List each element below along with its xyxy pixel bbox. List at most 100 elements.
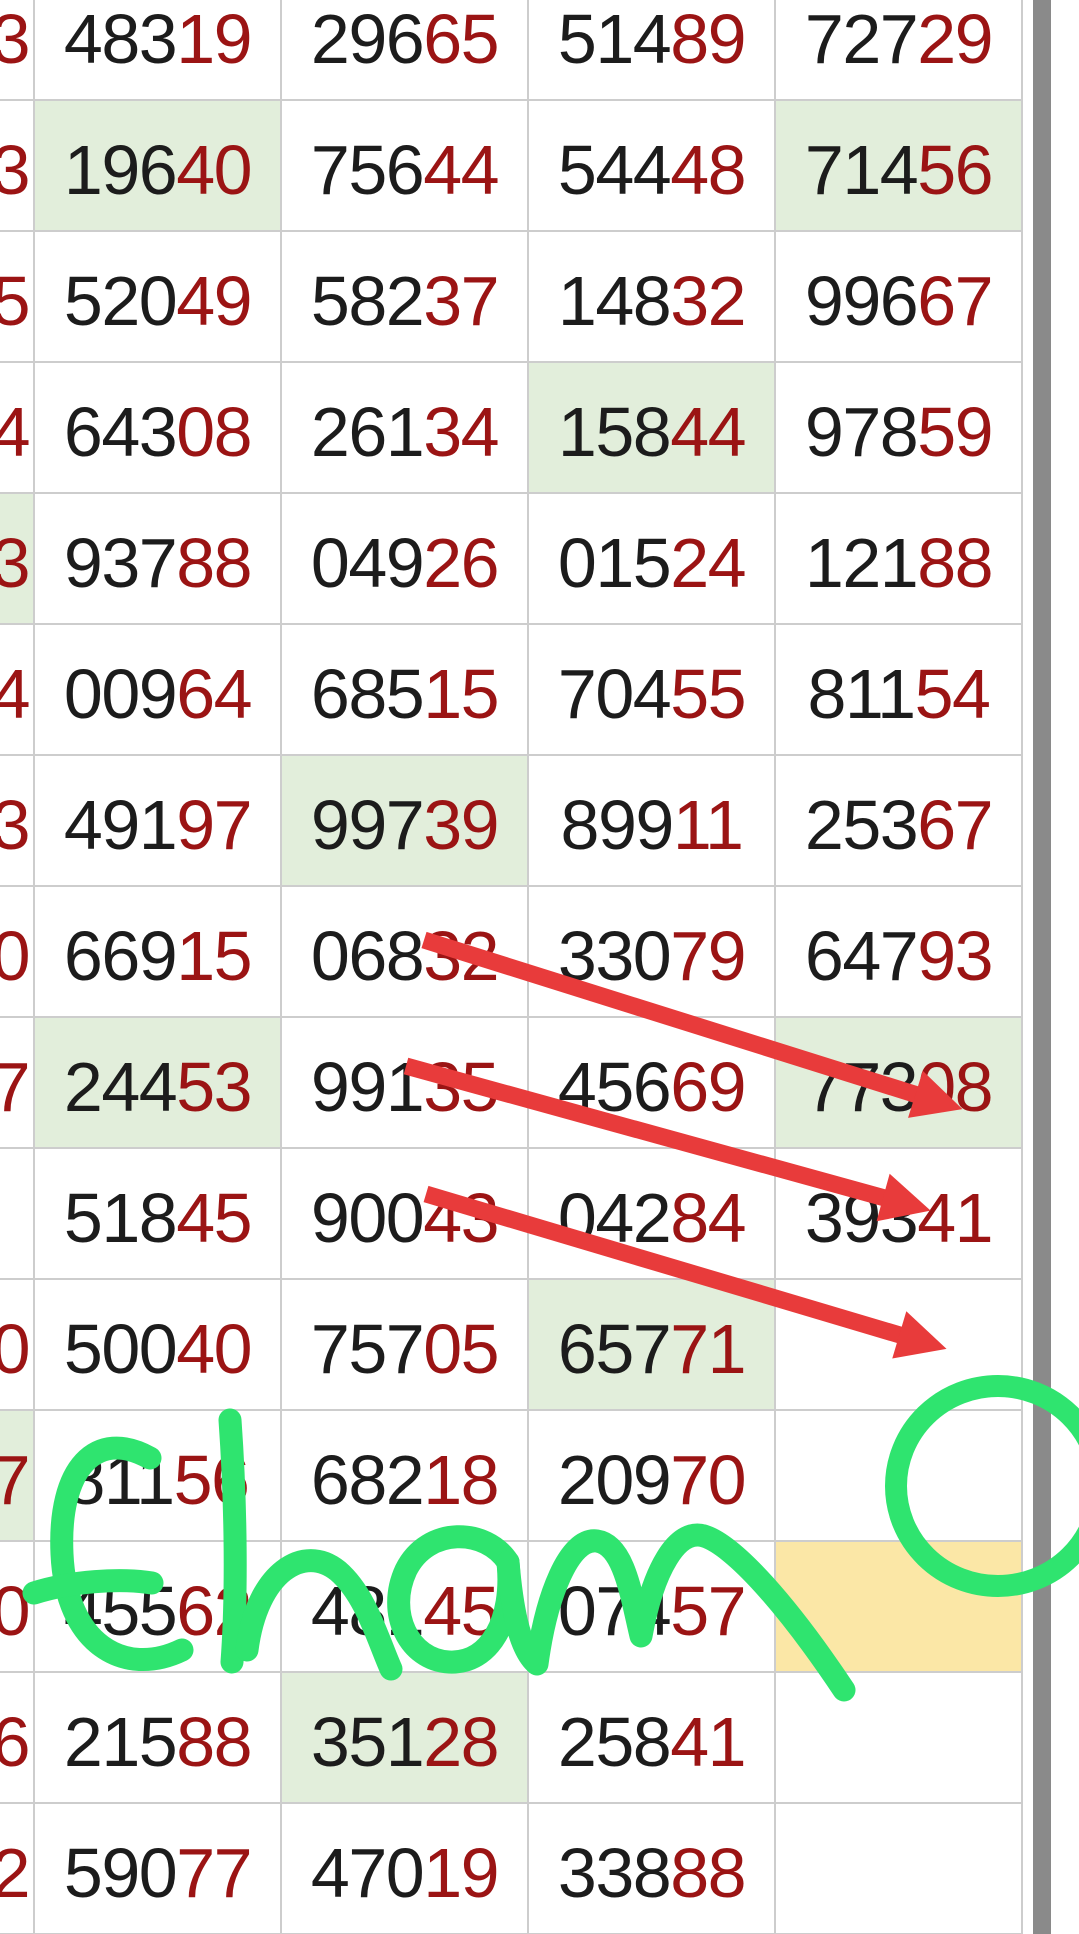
number-cell: 393 41 [776, 1149, 1021, 1278]
number-black-digits: 009 [63, 654, 178, 733]
number-red-digits: 88 [176, 1702, 252, 1781]
number-black-digits: 049 [310, 523, 425, 602]
number-red-digits: 49 [176, 261, 252, 340]
partial-digit-cell: 4 [0, 363, 33, 492]
partial-digit-cell: 7 [0, 1411, 33, 1540]
number-red-digits: 67 [917, 785, 993, 864]
number-black-digits: 727 [804, 0, 919, 78]
partial-digit: 3 [0, 785, 31, 864]
number-red-digits: 19 [423, 1833, 499, 1912]
number-black-digits: 514 [557, 0, 672, 78]
number-cell: 757 05 [282, 1280, 527, 1409]
number-black-digits: 978 [804, 392, 919, 471]
number-red-digits: 65 [423, 0, 499, 78]
number-red-digits: 71 [670, 1309, 746, 1388]
number-cell: 544 48 [529, 101, 774, 230]
number-black-digits: 996 [804, 261, 919, 340]
number-red-digits: 55 [670, 654, 746, 733]
number-cell: 811 56 [35, 1411, 280, 1540]
empty-cell [776, 1411, 1021, 1540]
number-cell: 042 84 [529, 1149, 774, 1278]
number-cell: 773 08 [776, 1018, 1021, 1147]
number-cell: 582 37 [282, 232, 527, 361]
partial-digit-cell [0, 1149, 33, 1278]
partial-digit-cell: 0 [0, 1280, 33, 1409]
number-red-digits: 77 [176, 1833, 252, 1912]
partial-digit: 2 [0, 1833, 31, 1912]
number-red-digits: 41 [917, 1178, 993, 1257]
number-black-digits: 811 [66, 1440, 176, 1519]
number-cell: 148 32 [529, 232, 774, 361]
number-red-digits: 45 [176, 1178, 252, 1257]
partial-digit-cell: 3 [0, 494, 33, 623]
number-black-digits: 338 [557, 1833, 672, 1912]
number-cell: 455 62 [35, 1542, 280, 1671]
partial-digit: 6 [0, 1702, 31, 1781]
number-red-digits: 37 [423, 261, 499, 340]
number-black-digits: 121 [804, 523, 919, 602]
number-black-digits: 669 [63, 916, 178, 995]
partial-digit-cell: 5 [0, 232, 33, 361]
partial-digit: 0 [0, 916, 31, 995]
number-black-digits: 068 [310, 916, 425, 995]
number-red-digits: 15 [423, 654, 499, 733]
partial-digit: 0 [0, 1571, 31, 1650]
number-cell: 996 67 [776, 232, 1021, 361]
number-red-digits: 41 [670, 1702, 746, 1781]
number-cell: 456 69 [529, 1018, 774, 1147]
number-black-digits: 544 [557, 130, 672, 209]
number-cell: 158 44 [529, 363, 774, 492]
number-red-digits: 56 [917, 130, 993, 209]
number-cell: 074 57 [529, 1542, 774, 1671]
number-cell: 500 40 [35, 1280, 280, 1409]
number-cell: 643 08 [35, 363, 280, 492]
number-red-digits: 97 [176, 785, 252, 864]
number-cell: 068 32 [282, 887, 527, 1016]
number-red-digits: 40 [176, 130, 252, 209]
partial-digit-cell: 3 [0, 756, 33, 885]
number-red-digits: 56 [173, 1440, 250, 1519]
number-black-digits: 330 [557, 916, 672, 995]
number-black-digits: 074 [557, 1571, 672, 1650]
empty-cell [776, 1804, 1021, 1933]
number-black-digits: 991 [310, 1047, 425, 1126]
number-black-digits: 196 [63, 130, 178, 209]
partial-digit-cell: 2 [0, 1804, 33, 1933]
number-red-digits: 34 [423, 392, 499, 471]
number-black-digits: 714 [804, 130, 919, 209]
number-red-digits: 79 [670, 916, 746, 995]
number-red-digits: 28 [423, 1702, 499, 1781]
number-red-digits: 64 [176, 654, 252, 733]
number-black-digits: 643 [63, 392, 178, 471]
scrollbar-thumb[interactable] [1033, 0, 1051, 1934]
number-red-digits: 05 [423, 1309, 499, 1388]
number-cell: 811 54 [776, 625, 1021, 754]
number-black-digits: 296 [310, 0, 425, 78]
number-black-digits: 470 [310, 1833, 425, 1912]
number-black-digits: 042 [557, 1178, 672, 1257]
number-cell: 253 67 [776, 756, 1021, 885]
partial-digit-cell: 4 [0, 625, 33, 754]
partial-digit: 4 [0, 392, 31, 471]
number-red-digits: 53 [176, 1047, 252, 1126]
number-cell: 244 53 [35, 1018, 280, 1147]
number-cell: 491 97 [35, 756, 280, 885]
partial-digit: 4 [0, 654, 31, 733]
number-black-digits: 582 [310, 261, 425, 340]
number-cell: 296 65 [282, 0, 527, 99]
number-cell: 015 24 [529, 494, 774, 623]
number-cell: 483 19 [35, 0, 280, 99]
number-cell: 261 34 [282, 363, 527, 492]
number-red-digits: 15 [176, 916, 252, 995]
partial-digit-cell: 3 [0, 0, 33, 99]
number-cell: 121 88 [776, 494, 1021, 623]
number-red-digits: 18 [423, 1440, 499, 1519]
number-cell: 714 56 [776, 101, 1021, 230]
number-red-digits: 32 [423, 916, 499, 995]
number-red-digits: 45 [423, 1571, 499, 1650]
number-cell: 049 26 [282, 494, 527, 623]
number-red-digits: 43 [423, 1178, 499, 1257]
number-black-digits: 647 [804, 916, 919, 995]
number-cell: 330 79 [529, 887, 774, 1016]
